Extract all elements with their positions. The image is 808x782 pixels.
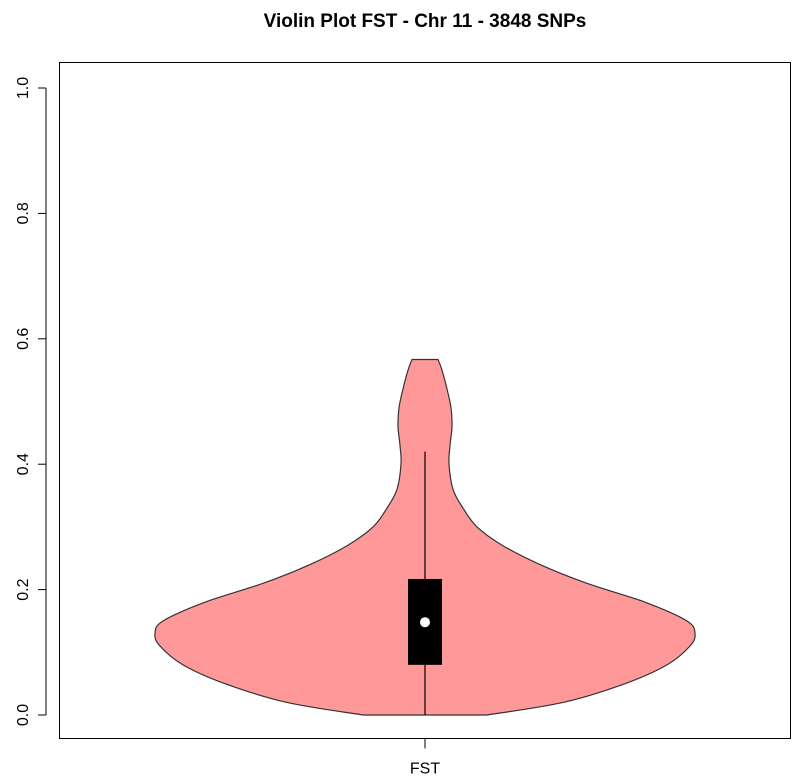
chart-title: Violin Plot FST - Chr 11 - 3848 SNPs: [264, 11, 587, 32]
y-tick-label: 0.6: [15, 328, 32, 350]
plot-area: [154, 358, 696, 716]
x-tick-label-fst: FST: [410, 761, 440, 778]
median-point: [420, 617, 430, 628]
y-tick-label: 0.2: [15, 578, 32, 600]
y-tick-label: 1.0: [15, 77, 32, 99]
y-tick-label: 0.8: [15, 202, 32, 224]
y-axis: 0.0 0.2 0.4 0.6 0.8 1.0: [15, 77, 47, 726]
y-tick-label: 0.4: [15, 453, 32, 475]
x-axis: FST: [410, 738, 440, 778]
y-tick-label: 0.0: [15, 704, 32, 726]
